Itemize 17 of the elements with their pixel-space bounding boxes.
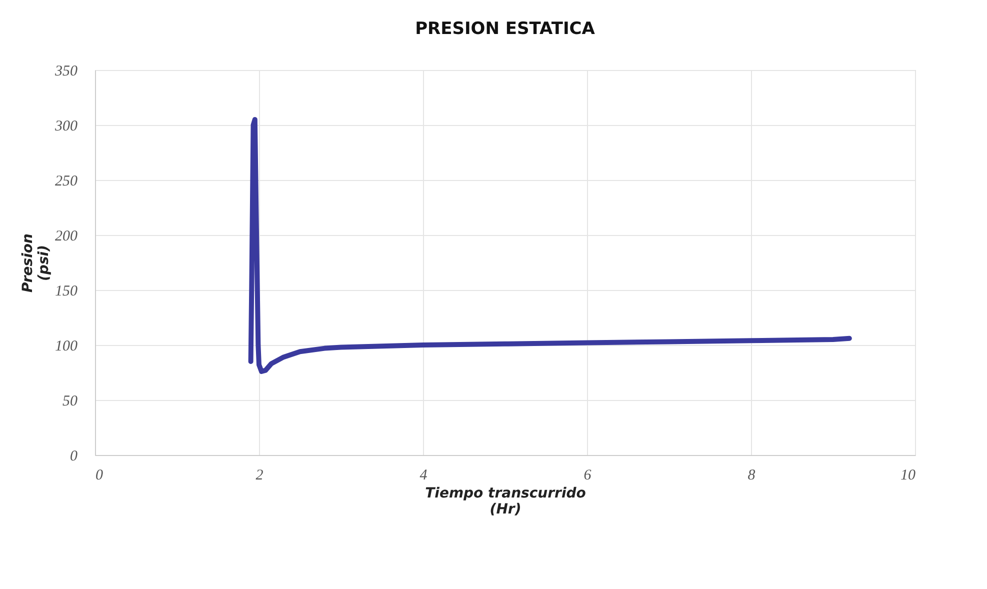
x-tick-label: 6	[584, 468, 592, 484]
y-tick-label: 350	[54, 64, 78, 80]
x-tick-label: 10	[900, 468, 916, 484]
y-tick-label: 250	[55, 174, 78, 190]
y-axis-title: Presion (psi)	[20, 233, 52, 292]
y-tick-label: 300	[54, 118, 78, 134]
y-tick-label: 0	[70, 448, 78, 464]
x-axis-title: Tiempo transcurrido (Hr)	[425, 486, 586, 518]
x-tick-label: 0	[96, 468, 104, 484]
y-tick-label: 100	[55, 338, 78, 354]
y-tick-label: 150	[55, 284, 78, 300]
x-tick-label: 4	[420, 468, 428, 484]
x-tick-label: 2	[256, 468, 264, 484]
x-tick-label: 8	[748, 468, 756, 484]
chart-title: PRESION ESTATICA	[415, 19, 596, 39]
y-tick-label: 200	[55, 228, 78, 244]
y-tick-label: 50	[62, 394, 78, 410]
